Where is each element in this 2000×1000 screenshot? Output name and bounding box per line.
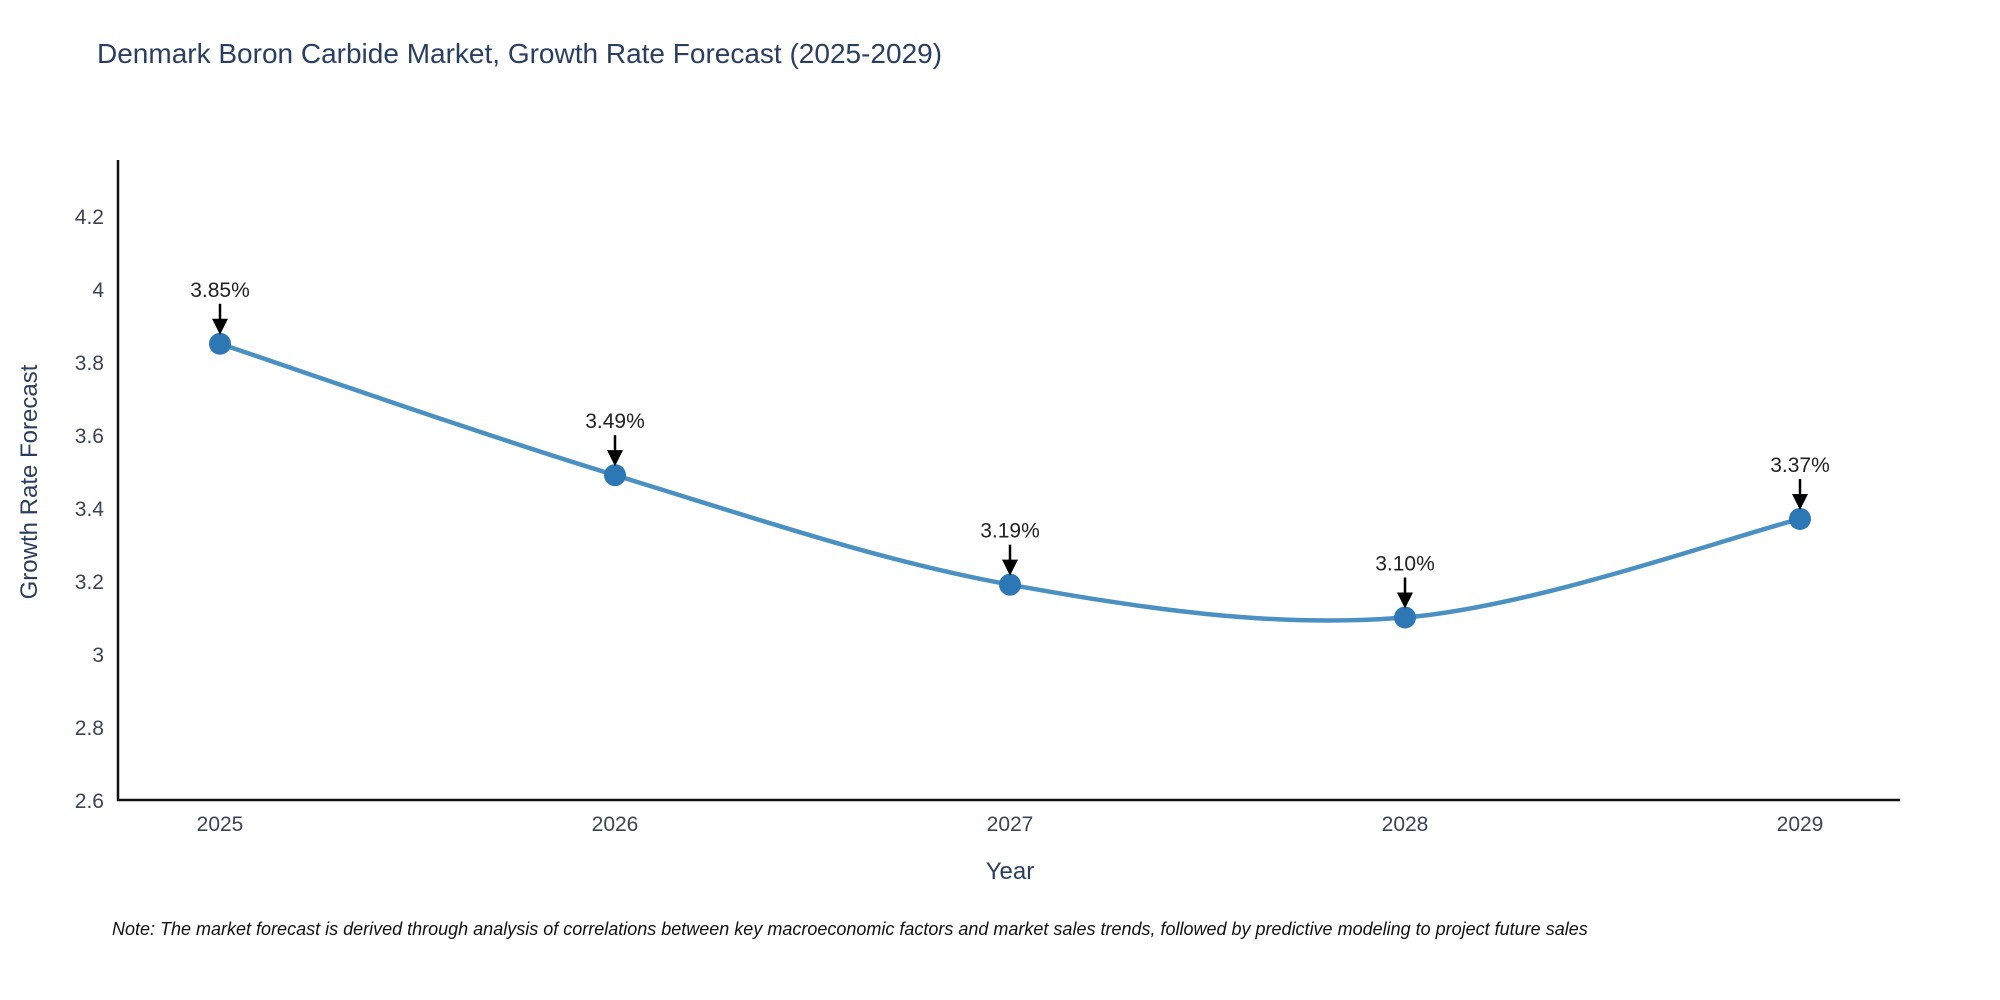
y-tick-label: 3.8 bbox=[75, 352, 104, 375]
chart-title: Denmark Boron Carbide Market, Growth Rat… bbox=[97, 38, 943, 69]
y-tick-label: 2.6 bbox=[75, 790, 104, 813]
footnote: Note: The market forecast is derived thr… bbox=[112, 919, 1588, 939]
data-point-2028[interactable] bbox=[1394, 606, 1416, 629]
data-point-2025[interactable] bbox=[209, 332, 231, 355]
x-tick-label: 2025 bbox=[197, 813, 244, 836]
data-point-2027[interactable] bbox=[999, 573, 1021, 596]
x-axis-title: Year bbox=[985, 858, 1035, 885]
annotation-arrowhead bbox=[607, 450, 623, 467]
annotation-arrowhead bbox=[212, 318, 228, 335]
data-point-2026[interactable] bbox=[604, 464, 626, 487]
y-tick-label: 4.2 bbox=[75, 206, 104, 229]
y-tick-label: 3.6 bbox=[75, 425, 104, 448]
annotation-label-2025: 3.85% bbox=[190, 279, 250, 302]
y-tick-label: 3 bbox=[92, 644, 104, 667]
annotation-arrowhead bbox=[1792, 493, 1808, 510]
annotation-arrowhead bbox=[1002, 559, 1018, 576]
y-axis-title: Growth Rate Forecast bbox=[16, 364, 43, 600]
x-tick-label: 2026 bbox=[592, 813, 639, 836]
y-tick-label: 2.8 bbox=[75, 717, 104, 740]
x-tick-label: 2027 bbox=[987, 813, 1034, 836]
x-tick-label: 2028 bbox=[1382, 813, 1429, 836]
annotation-arrowhead bbox=[1397, 592, 1413, 609]
y-tick-label: 4 bbox=[92, 279, 104, 302]
data-point-2029[interactable] bbox=[1789, 507, 1811, 530]
annotation-label-2029: 3.37% bbox=[1770, 454, 1830, 477]
annotation-label-2028: 3.10% bbox=[1375, 553, 1435, 576]
y-tick-label: 3.2 bbox=[75, 571, 104, 594]
annotation-label-2027: 3.19% bbox=[980, 520, 1040, 543]
y-tick-label: 3.4 bbox=[75, 498, 105, 521]
x-tick-label: 2029 bbox=[1777, 813, 1824, 836]
annotation-label-2026: 3.49% bbox=[585, 410, 645, 433]
